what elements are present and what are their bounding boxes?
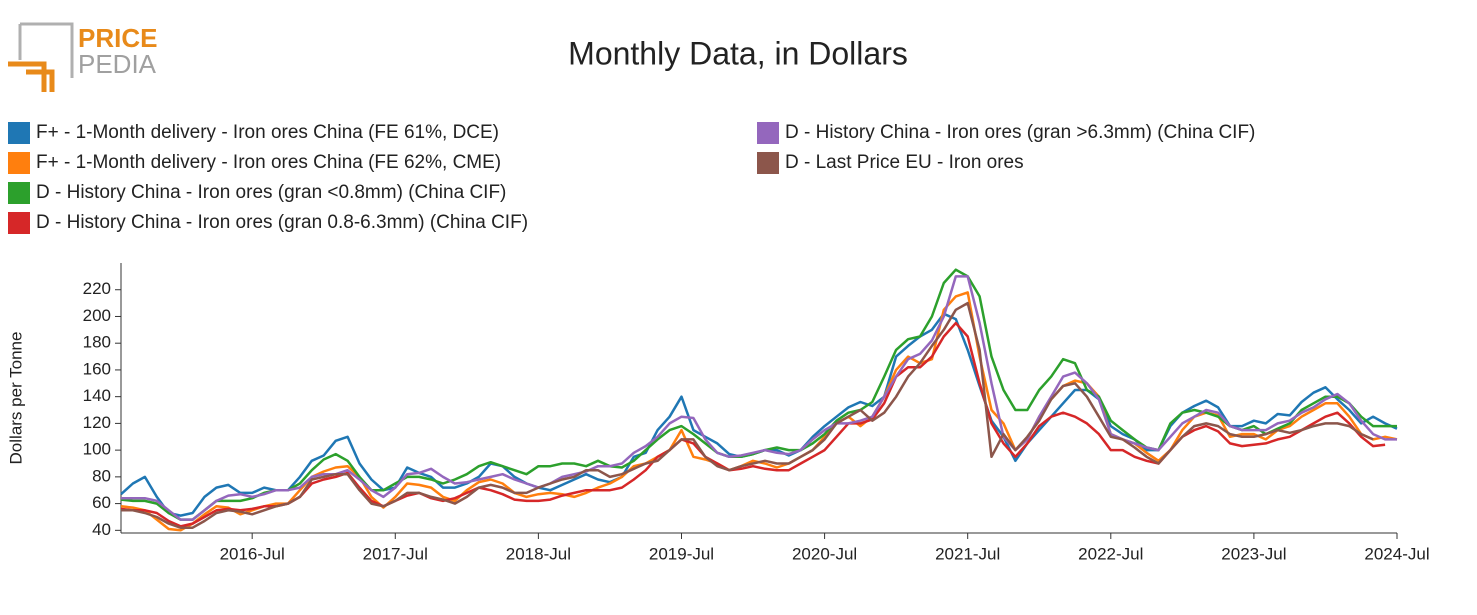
- legend-label: D - History China - Iron ores (gran >6.3…: [785, 122, 1255, 143]
- legend-label: D - History China - Iron ores (gran 0.8-…: [36, 212, 528, 233]
- legend-label: F+ - 1-Month delivery - Iron ores China …: [36, 152, 501, 173]
- y-tick-label: 200: [83, 306, 111, 325]
- logo-text: PRICE: [78, 23, 157, 53]
- x-tick-label: 2020-Jul: [792, 544, 857, 563]
- legend-swatch: [757, 152, 779, 174]
- x-tick-label: 2022-Jul: [1078, 544, 1143, 563]
- x-tick-label: 2018-Jul: [506, 544, 571, 563]
- series-line: [121, 301, 1374, 529]
- x-tick-label: 2023-Jul: [1221, 544, 1286, 563]
- x-tick-label: 2021-Jul: [935, 544, 1000, 563]
- y-tick-label: 40: [92, 520, 111, 539]
- series-line: [120, 312, 1398, 517]
- logo-mark: [8, 61, 55, 92]
- logo-frame: [18, 22, 74, 78]
- logo-text: PEDIA: [78, 49, 157, 79]
- y-tick-label: 120: [83, 413, 111, 432]
- y-tick-label: 60: [92, 493, 111, 512]
- legend-label: F+ - 1-Month delivery - Iron ores China …: [36, 122, 499, 143]
- y-tick-label: 80: [92, 466, 111, 485]
- legend-swatch: [8, 122, 30, 144]
- legend-swatch: [8, 182, 30, 204]
- legend-swatch: [757, 122, 779, 144]
- x-tick-label: 2017-Jul: [363, 544, 428, 563]
- y-tick-label: 160: [83, 359, 111, 378]
- chart-title: Monthly Data, in Dollars: [568, 35, 908, 71]
- legend-swatch: [8, 152, 30, 174]
- x-tick-label: 2024-Jul: [1364, 544, 1429, 563]
- y-axis-label: Dollars per Tonne: [6, 332, 25, 465]
- y-tick-label: 220: [83, 279, 111, 298]
- y-tick-label: 180: [83, 333, 111, 352]
- x-tick-label: 2019-Jul: [649, 544, 714, 563]
- legend-swatch: [8, 212, 30, 234]
- y-tick-label: 100: [83, 440, 111, 459]
- x-tick-label: 2016-Jul: [220, 544, 285, 563]
- legend-label: D - History China - Iron ores (gran <0.8…: [36, 182, 506, 203]
- legend-label: D - Last Price EU - Iron ores: [785, 152, 1024, 173]
- y-tick-label: 140: [83, 386, 111, 405]
- logo: PRICE PEDIA: [8, 22, 157, 92]
